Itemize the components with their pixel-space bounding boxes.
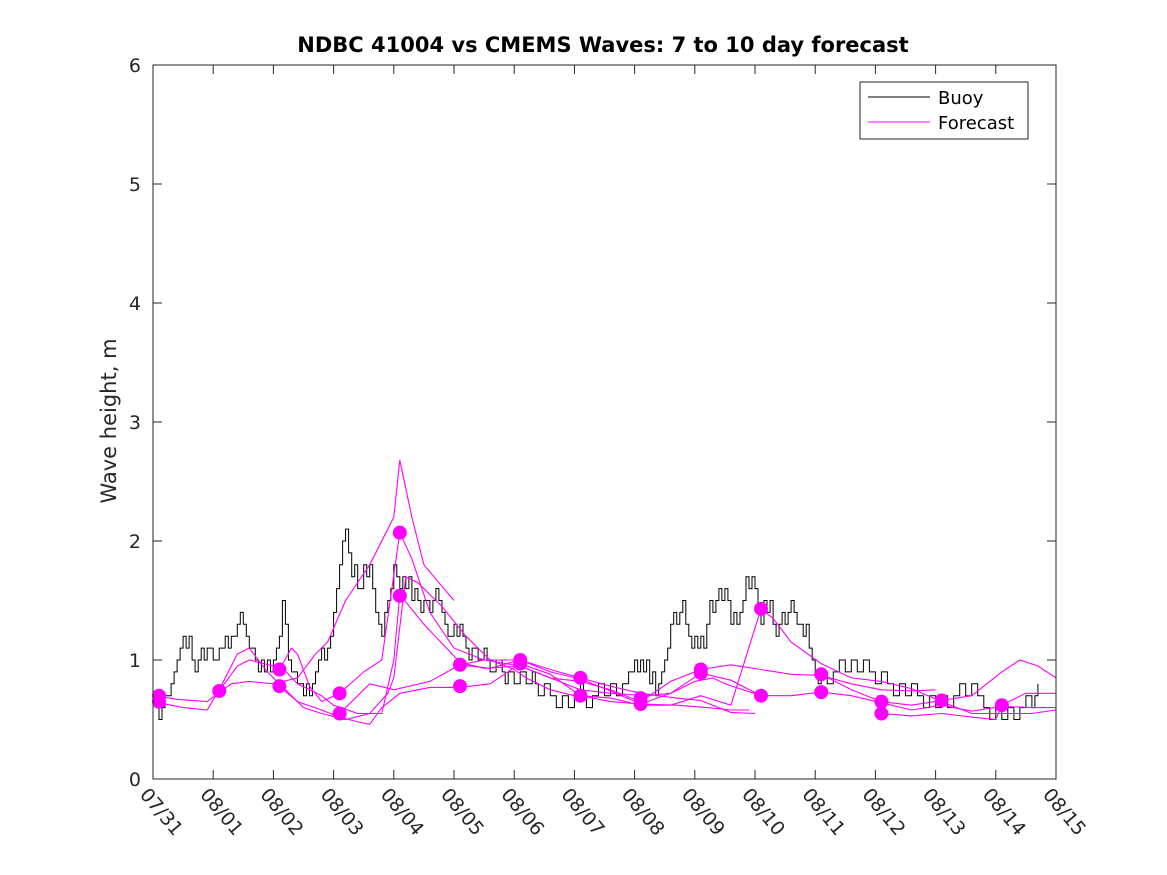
- legend: Buoy Forecast: [859, 81, 1029, 140]
- forecast-marker: [573, 670, 588, 685]
- forecast-marker: [994, 698, 1009, 713]
- chart-title: NDBC 41004 vs CMEMS Waves: 7 to 10 day f…: [297, 33, 908, 57]
- forecast-marker: [754, 688, 769, 703]
- forecast-marker: [152, 694, 167, 709]
- legend-box: [859, 81, 1029, 140]
- forecast-marker: [453, 657, 468, 672]
- plot-area: [152, 459, 1056, 725]
- series-forecast-run-8: [580, 607, 1056, 715]
- y-axis-label: Wave height, m: [97, 338, 121, 503]
- series-forecast-run-4: [278, 530, 756, 715]
- y-tick-label: 4: [129, 293, 141, 315]
- forecast-marker: [693, 666, 708, 681]
- y-tick-label: 0: [129, 769, 141, 791]
- legend-label-forecast: Forecast: [938, 113, 1014, 134]
- y-tick-label: 5: [129, 174, 141, 196]
- y-tick-label: 3: [129, 412, 141, 434]
- forecast-marker: [633, 697, 648, 712]
- forecast-marker: [754, 601, 769, 616]
- series-forecast-run-9: [820, 659, 1056, 706]
- forecast-marker: [212, 683, 227, 698]
- y-tick-label: 1: [129, 650, 141, 672]
- forecast-marker: [332, 706, 347, 721]
- y-tick-label: 6: [129, 55, 141, 77]
- forecast-marker: [814, 685, 829, 700]
- series-forecast-run-10: [881, 692, 1056, 721]
- forecast-marker: [874, 694, 889, 709]
- forecast-marker: [573, 688, 588, 703]
- legend-label-buoy: Buoy: [938, 88, 984, 109]
- y-tick-label: 2: [129, 531, 141, 553]
- forecast-marker: [453, 679, 468, 694]
- forecast-marker: [392, 525, 407, 540]
- forecast-marker: [513, 656, 528, 671]
- forecast-marker: [814, 667, 829, 682]
- forecast-marker: [392, 588, 407, 603]
- forecast-marker: [272, 679, 287, 694]
- forecast-marker: [332, 686, 347, 701]
- forecast-marker: [272, 662, 287, 677]
- series-forecast-run-6: [339, 659, 936, 714]
- forecast-marker: [934, 693, 949, 708]
- forecast-marker: [874, 706, 889, 721]
